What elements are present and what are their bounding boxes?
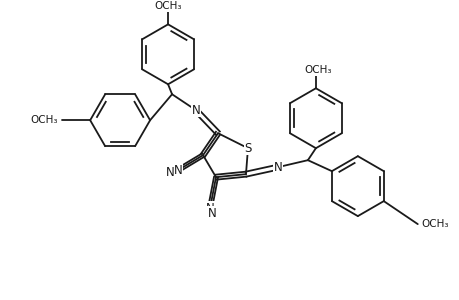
Text: N: N [273, 161, 282, 174]
Text: N: N [174, 164, 182, 177]
Text: S: S [244, 142, 251, 155]
Text: OCH₃: OCH₃ [303, 65, 331, 75]
Text: N: N [191, 104, 200, 117]
Text: OCH₃: OCH₃ [31, 115, 58, 125]
Text: OCH₃: OCH₃ [421, 219, 448, 229]
Text: OCH₃: OCH₃ [154, 2, 181, 11]
Text: N: N [165, 166, 174, 179]
Text: N: N [207, 207, 216, 220]
Text: N: N [205, 202, 214, 214]
